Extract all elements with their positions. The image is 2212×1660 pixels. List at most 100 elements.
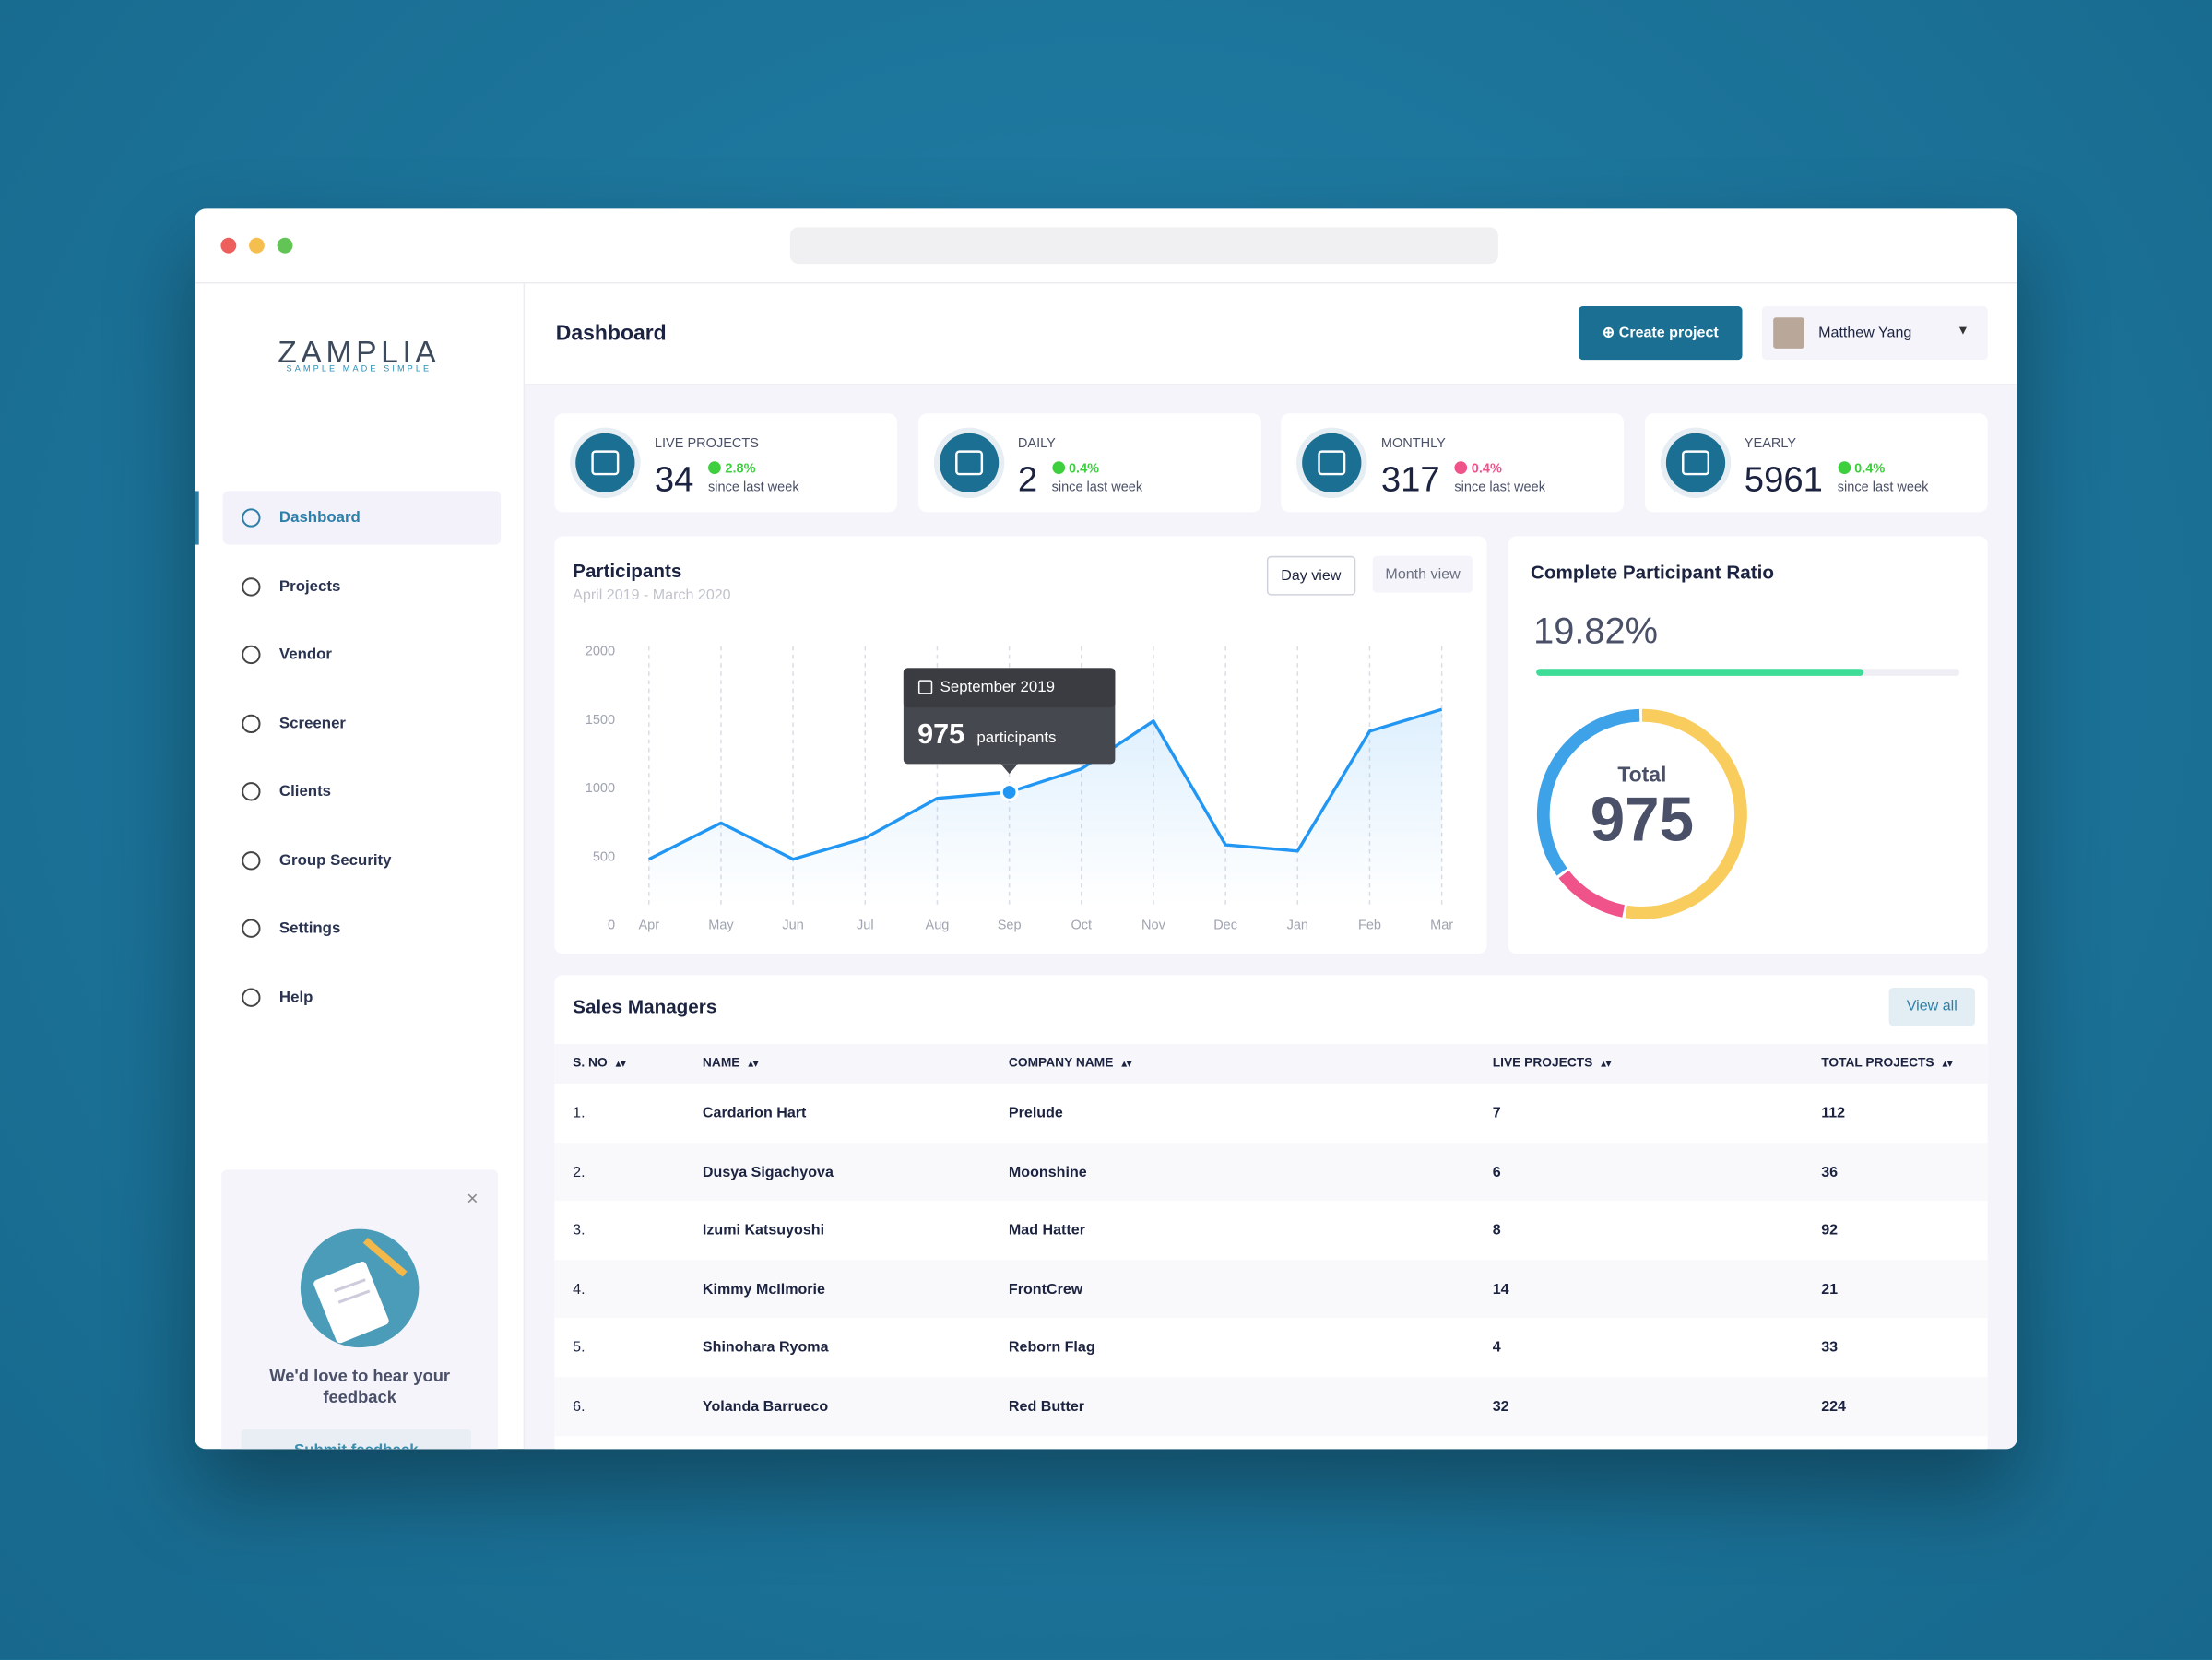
x-tick-label: Feb [1358,919,1381,933]
sales-managers-panel: Sales Managers View all S. NO ▴▾ NAME ▴▾ COMPA… [554,975,1988,1450]
nav-icon [242,987,261,1007]
nav-item[interactable]: Settings [223,902,501,955]
icon-shape [242,919,261,938]
x-tick-label: Oct [1071,919,1092,933]
x-tick-label: Jan [1287,919,1308,933]
icon-shape [242,850,261,870]
icon-bg [575,433,635,492]
stat-icon [570,427,641,499]
ratio-panel: Complete Participant Ratio 19.82% Total 975 [1508,536,1988,954]
address-bar[interactable] [789,227,1498,265]
nav-icon [242,576,261,596]
table-cell: 3. [573,1222,586,1239]
table-cell: Izumi Katsuyoshi [702,1222,825,1239]
nav-item[interactable]: Clients [223,765,501,818]
user-menu[interactable]: Matthew Yang ▼ [1761,306,1988,361]
nav-icon [242,919,261,938]
nav-item[interactable]: Screener [223,696,501,750]
submit-feedback-button[interactable]: Submit feedback [241,1429,472,1450]
table-cell: Dusya Sigachyova [702,1163,834,1180]
nav-item[interactable]: Projects [223,560,501,613]
logo: ZAMPLIA [278,334,441,370]
nav-item[interactable]: Group Security [223,833,501,886]
table-cell: 112 [1821,1104,1846,1122]
table-cell: 5. [573,1339,586,1357]
view-all-button[interactable]: View all [1888,987,1975,1026]
tooltip-header [903,668,1116,708]
table-cell: 92 [1821,1222,1839,1239]
stat-label: MONTHLY [1380,435,1446,452]
nav-item[interactable]: Help [223,970,501,1024]
donut-segment [1536,708,1747,919]
icon-shape [242,645,261,665]
column-header[interactable]: TOTAL PROJECTS ▴▾ [1821,1055,1952,1069]
close-dot[interactable] [220,237,237,254]
trend-icon [1454,461,1468,475]
table-title: Sales Managers [573,996,717,1018]
feedback-message: We'd love to hear your feedback [269,1366,451,1407]
change-value: 0.4% [1471,461,1502,478]
nav-icon [242,782,261,801]
stat-value: 2 [1017,459,1038,500]
stat-icon [1296,427,1367,499]
maximize-dot[interactable] [277,237,293,254]
create-project-button[interactable]: ⊕ Create project [1579,306,1743,361]
y-tick-label: 2000 [586,645,615,659]
icon-bg [1302,433,1362,492]
close-icon[interactable]: × [467,1186,479,1210]
column-header[interactable]: S. NO ▴▾ [573,1055,625,1069]
view-toggle[interactable]: Day view [1266,555,1355,596]
icon-shape [242,508,261,528]
table-cell: Shinohara Ryoma [702,1339,829,1357]
page-title: Dashboard [555,321,667,346]
trend-icon [1837,461,1851,475]
ratio-title: Complete Participant Ratio [1531,561,1774,583]
x-tick-label: Jun [782,919,803,933]
x-tick-label: May [708,919,734,933]
view-toggle[interactable]: Month view [1372,555,1473,593]
row-stripe [554,1259,1988,1319]
x-tick-label: Nov [1141,919,1166,933]
nav-item[interactable]: Dashboard [222,491,502,545]
nav-label: Vendor [278,646,332,664]
chart-title: Participants [573,560,682,582]
nav-label: Group Security [278,851,392,869]
point [1000,783,1019,801]
feedback-illustration [300,1228,420,1348]
tooltip-value: 975 [917,718,964,750]
stat-label: YEARLY [1744,435,1797,452]
title-bar [195,227,2017,284]
column-header[interactable]: COMPANY NAME ▴▾ [1009,1055,1131,1069]
stat-change: 0.4% [1837,461,1885,477]
icon-glyph [1681,450,1709,476]
y-tick-label: 500 [593,849,615,864]
table-cell: 21 [1821,1280,1839,1298]
table-cell: Moonshine [1008,1163,1087,1180]
avatar [1773,317,1804,349]
stat-note: since last week [1837,480,1929,496]
column-header[interactable]: NAME ▴▾ [703,1055,758,1069]
dropdown-arrow: ▼ [1957,323,1970,338]
column-header[interactable]: LIVE PROJECTS ▴▾ [1493,1055,1612,1069]
table-cell: Prelude [1008,1104,1063,1122]
row-stripe [554,1377,1988,1436]
stat-label: LIVE PROJECTS [654,435,760,452]
table-cell: 1. [573,1104,586,1122]
table-cell: 4. [573,1280,586,1298]
icon-glyph [954,450,983,476]
nav-icon [242,850,261,870]
area [648,709,1442,907]
stat-change: 0.4% [1051,461,1099,477]
icon-glyph [591,450,620,476]
stat-change: 0.4% [1454,461,1502,478]
nav-item[interactable]: Vendor [223,628,501,682]
trend-icon [708,461,721,475]
stat-value: 5961 [1744,459,1823,500]
table-cell: 14 [1492,1280,1509,1298]
table-cell: 6 [1492,1163,1501,1180]
icon-bg [1665,433,1725,492]
stat-note: since last week [708,480,799,496]
x-tick-label: Aug [926,919,950,933]
minimize-dot[interactable] [249,237,265,254]
